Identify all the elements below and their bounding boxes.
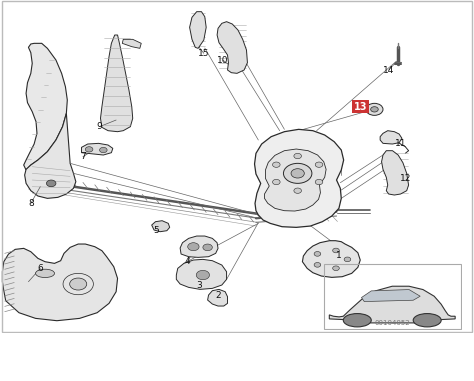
Polygon shape — [329, 286, 455, 323]
Polygon shape — [217, 22, 247, 73]
Circle shape — [343, 314, 371, 327]
Polygon shape — [122, 39, 141, 48]
Polygon shape — [180, 236, 218, 258]
Text: 11: 11 — [395, 139, 406, 148]
Circle shape — [294, 153, 301, 158]
Text: 7: 7 — [80, 152, 86, 161]
Text: 15: 15 — [198, 49, 210, 58]
Circle shape — [315, 162, 323, 167]
Polygon shape — [362, 290, 420, 302]
Polygon shape — [82, 143, 113, 155]
Circle shape — [273, 162, 280, 167]
Circle shape — [85, 147, 93, 152]
Polygon shape — [208, 290, 228, 306]
Polygon shape — [302, 241, 360, 277]
Text: 2: 2 — [215, 291, 221, 299]
Circle shape — [291, 169, 304, 178]
Polygon shape — [100, 35, 133, 132]
Circle shape — [371, 107, 378, 112]
Polygon shape — [24, 43, 67, 170]
Text: BMW - 51717036781    N - 13: BMW - 51717036781 N - 13 — [109, 348, 365, 366]
Text: 9: 9 — [97, 122, 102, 131]
Text: 3: 3 — [196, 280, 202, 290]
Text: 4: 4 — [184, 257, 190, 266]
Polygon shape — [152, 221, 170, 232]
Circle shape — [413, 314, 441, 327]
Circle shape — [344, 257, 351, 262]
Circle shape — [188, 243, 199, 251]
Polygon shape — [2, 244, 118, 321]
Circle shape — [315, 179, 323, 185]
Text: 10: 10 — [217, 56, 228, 64]
Circle shape — [46, 180, 56, 187]
Text: 5: 5 — [154, 226, 159, 235]
Circle shape — [314, 251, 321, 256]
Circle shape — [333, 248, 339, 253]
Circle shape — [333, 266, 339, 271]
Circle shape — [100, 147, 107, 153]
Text: 8: 8 — [28, 199, 34, 208]
Polygon shape — [25, 113, 76, 199]
Circle shape — [283, 163, 312, 183]
Polygon shape — [264, 149, 326, 211]
Circle shape — [366, 103, 383, 115]
Polygon shape — [380, 131, 402, 144]
Circle shape — [314, 263, 321, 267]
Circle shape — [203, 244, 212, 251]
Text: 12: 12 — [400, 174, 411, 183]
Polygon shape — [190, 12, 206, 48]
Polygon shape — [176, 259, 227, 290]
Polygon shape — [382, 150, 409, 195]
Polygon shape — [255, 130, 344, 227]
Text: 13: 13 — [354, 102, 367, 112]
Text: 6: 6 — [37, 264, 43, 273]
Circle shape — [70, 278, 87, 290]
Text: 1: 1 — [336, 251, 342, 259]
Circle shape — [294, 188, 301, 194]
Text: 00104052: 00104052 — [374, 320, 410, 325]
Ellipse shape — [36, 269, 55, 277]
Circle shape — [196, 271, 210, 280]
Text: 14: 14 — [383, 66, 394, 75]
Circle shape — [273, 179, 280, 185]
